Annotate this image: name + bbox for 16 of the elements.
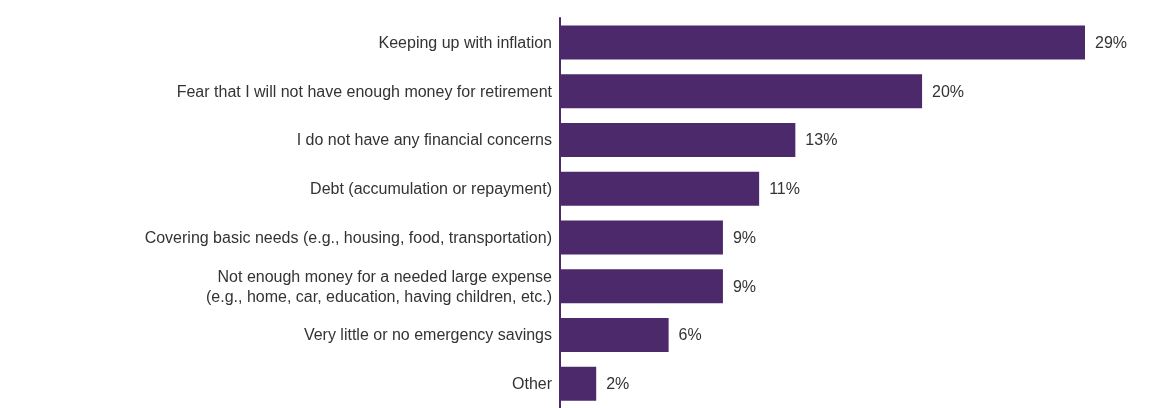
data-label: 9% — [732, 277, 757, 295]
y-tick-label: Fear that I will not have enough money for retirement — [176, 82, 553, 100]
data-label: 29% — [1095, 33, 1128, 51]
y-tick-label: Debt (accumulation or repayment) — [310, 180, 552, 198]
y-tick-label: Keeping up with inflation — [378, 33, 552, 51]
data-label: 20% — [932, 82, 965, 100]
data-label: 11% — [769, 180, 800, 198]
data-label: 2% — [606, 375, 630, 393]
data-label: 9% — [732, 228, 757, 246]
y-tick-label: Other — [511, 375, 553, 393]
y-tick-label: Very little or no emergency savings — [303, 326, 552, 344]
y-tick-label: I do not have any financial concerns — [296, 131, 552, 149]
data-label: 13% — [805, 131, 838, 149]
y-tick-label: Not enough money for a needed large expense (e.g., home, car, education, having children, etc.) — [206, 267, 553, 305]
data-label: 6% — [678, 326, 702, 344]
y-tick-label: Covering basic needs (e.g., housing, food, transportation) — [144, 228, 552, 246]
